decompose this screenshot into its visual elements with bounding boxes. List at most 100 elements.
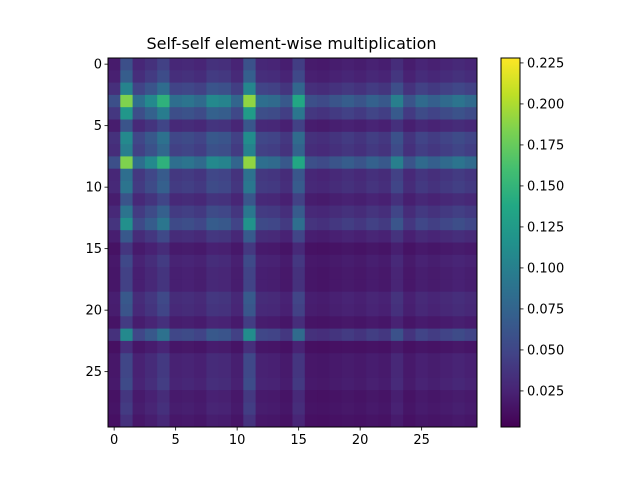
heatmap-cell: [464, 414, 478, 428]
heatmap-cell: [452, 217, 466, 231]
heatmap-cell: [255, 131, 269, 145]
heatmap-cell: [157, 119, 170, 133]
heatmap-cell: [255, 156, 269, 170]
heatmap-cell: [231, 107, 244, 120]
heatmap-cell: [366, 107, 379, 120]
heatmap-cell: [317, 131, 330, 145]
heatmap-cell: [157, 390, 170, 403]
heatmap-cell: [378, 82, 392, 96]
heatmap-cell: [317, 353, 330, 366]
heatmap-cell: [181, 328, 195, 342]
heatmap-cell: [329, 94, 343, 108]
heatmap-cell: [304, 377, 318, 391]
heatmap-cell: [255, 205, 269, 219]
heatmap-cell: [354, 70, 367, 83]
heatmap-cell: [341, 254, 355, 268]
heatmap-cell: [169, 353, 183, 366]
heatmap-cell: [218, 107, 232, 120]
heatmap-cell: [452, 70, 466, 83]
heatmap-cell: [292, 340, 306, 354]
heatmap-cell: [341, 353, 355, 366]
heatmap-cell: [267, 131, 281, 145]
heatmap-cell: [169, 70, 183, 83]
heatmap-cell: [329, 156, 343, 170]
heatmap-cell: [317, 94, 330, 108]
heatmap-cell: [464, 267, 478, 280]
heatmap-cell: [169, 340, 183, 354]
heatmap-cell: [378, 328, 392, 342]
heatmap-cell: [157, 168, 170, 182]
heatmap-cell: [243, 94, 256, 108]
heatmap-cell: [194, 353, 207, 366]
heatmap-cell: [181, 402, 195, 416]
heatmap-cell: [218, 205, 232, 219]
heatmap-cell: [243, 131, 256, 145]
heatmap-cell: [132, 365, 146, 379]
heatmap-cell: [354, 291, 367, 305]
heatmap-cell: [390, 328, 404, 342]
heatmap-cell: [390, 58, 404, 71]
heatmap-cell: [231, 205, 244, 219]
heatmap-cell: [181, 267, 195, 280]
heatmap-cell: [132, 402, 146, 416]
heatmap-cell: [132, 144, 146, 157]
heatmap-cell: [354, 205, 367, 219]
heatmap-cell: [427, 353, 441, 366]
heatmap-cell: [341, 340, 355, 354]
heatmap-cell: [354, 193, 367, 206]
heatmap-cell: [464, 144, 478, 157]
heatmap-cell: [403, 414, 416, 428]
heatmap-cell: [231, 414, 244, 428]
heatmap-cell: [206, 94, 220, 108]
heatmap-cell: [464, 70, 478, 83]
heatmap-cell: [120, 267, 133, 280]
heatmap-cell: [390, 131, 404, 145]
heatmap-cell: [231, 402, 244, 416]
heatmap-cell: [132, 414, 146, 428]
heatmap-cell: [120, 316, 133, 329]
heatmap-cell: [157, 340, 170, 354]
heatmap-cell: [267, 365, 281, 379]
heatmap-cell: [341, 107, 355, 120]
heatmap-cell: [280, 291, 293, 305]
heatmap-cell: [415, 291, 429, 305]
heatmap-cell: [440, 316, 453, 329]
heatmap-cell: [231, 181, 244, 194]
heatmap-cell: [378, 414, 392, 428]
heatmap-cell: [366, 193, 379, 206]
heatmap-cell: [292, 328, 306, 342]
heatmap-cell: [255, 365, 269, 379]
heatmap-cell: [280, 82, 293, 96]
heatmap-cell: [354, 217, 367, 231]
heatmap-cell: [304, 328, 318, 342]
heatmap-cell: [440, 291, 453, 305]
heatmap-cell: [144, 58, 158, 71]
heatmap-cell: [108, 390, 121, 403]
heatmap-cell: [415, 82, 429, 96]
heatmap-cell: [108, 131, 121, 145]
heatmap-cell: [317, 181, 330, 194]
heatmap-cell: [280, 168, 293, 182]
heatmap-cell: [464, 119, 478, 133]
heatmap-cell: [132, 328, 146, 342]
heatmap-cell: [181, 217, 195, 231]
heatmap-cell: [218, 377, 232, 391]
heatmap-cell: [317, 119, 330, 133]
heatmap-cell: [452, 168, 466, 182]
heatmap-cell: [354, 144, 367, 157]
heatmap-cell: [169, 365, 183, 379]
heatmap-cell: [366, 254, 379, 268]
heatmap-cell: [181, 414, 195, 428]
heatmap-cell: [329, 254, 343, 268]
heatmap-cell: [427, 181, 441, 194]
heatmap-cell: [218, 119, 232, 133]
heatmap-cell: [317, 340, 330, 354]
heatmap-cell: [341, 144, 355, 157]
heatmap-cell: [243, 316, 256, 329]
heatmap-cell: [329, 70, 343, 83]
y-tick-label: 10: [85, 181, 102, 196]
heatmap-cell: [231, 328, 244, 342]
heatmap-cell: [440, 267, 453, 280]
heatmap-cell: [464, 340, 478, 354]
